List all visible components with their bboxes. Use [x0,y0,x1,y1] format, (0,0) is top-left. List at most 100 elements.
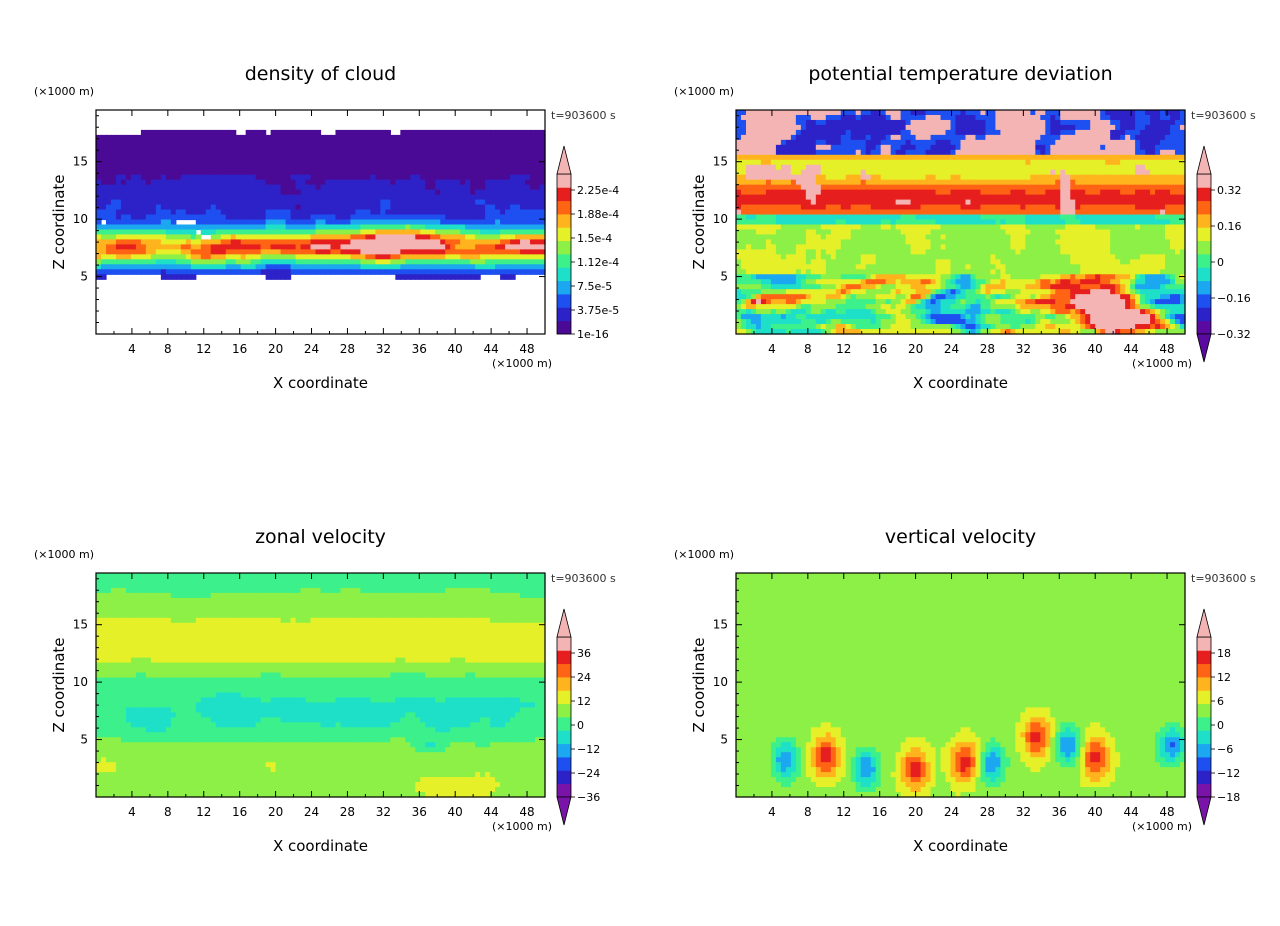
heatmap-cell [120,184,127,191]
heatmap-cell [390,144,396,151]
heatmap-cell [980,149,987,156]
heatmap-cell [450,264,456,270]
heatmap-cell [1035,174,1041,181]
heatmap-cell [285,164,292,171]
heatmap-cell [465,234,471,241]
heatmap-cell [930,229,937,236]
heatmap-cell [1170,179,1176,186]
heatmap-cell [995,229,1002,236]
heatmap-cell [430,194,436,201]
heatmap-cell [440,249,446,255]
heatmap-cell [755,134,762,141]
heatmap-cell [385,144,391,151]
heatmap-cell [460,189,466,196]
heatmap-cell [355,244,362,250]
heatmap-cell [345,254,352,260]
heatmap-cell [1165,209,1171,216]
heatmap-cell [830,204,837,211]
heatmap-cell [1070,179,1076,186]
heatmap-cell [505,169,511,176]
heatmap-cell [225,244,232,250]
heatmap-cell [415,264,421,270]
heatmap-cell [165,214,172,221]
heatmap-cell [940,204,947,211]
heatmap-cell [445,154,451,161]
x-tick-label: 28 [340,342,355,356]
heatmap-cell [1030,229,1036,236]
heatmap-cell [485,199,491,206]
heatmap-cell [155,199,162,206]
heatmap-cell [515,189,521,196]
heatmap-cell [755,204,762,211]
heatmap-cell [785,154,792,161]
heatmap-cell [195,199,202,206]
heatmap-cell [1115,110,1121,116]
heatmap-cell [860,174,867,181]
heatmap-cell [935,194,942,201]
heatmap-cell [900,169,907,176]
heatmap-cell [860,204,867,211]
heatmap-cell [960,134,967,141]
heatmap-cell [165,169,172,176]
heatmap-cell [955,229,962,236]
heatmap-cell [1025,224,1031,231]
heatmap-cell [1000,139,1006,146]
heatmap-cell [450,179,456,186]
heatmap-cell [290,204,297,211]
heatmap-cell [900,224,907,231]
heatmap-cell [520,214,526,221]
heatmap-cell [415,149,421,156]
colorbar-max-arrow [556,145,572,175]
heatmap-cell [810,224,817,231]
heatmap-cell [790,204,797,211]
heatmap-cell [495,154,501,161]
heatmap-cell [115,139,122,146]
heatmap-cell [130,209,137,216]
heatmap-cell [1125,214,1131,221]
heatmap-cell [1045,139,1051,146]
heatmap-cell [750,194,757,201]
heatmap-cell [255,224,262,231]
heatmap-cell [190,244,197,250]
heatmap-cell [540,264,546,270]
heatmap-cell [425,274,431,280]
heatmap-cell [110,194,117,201]
heatmap-cell [945,224,952,231]
heatmap-cell [165,224,172,231]
heatmap-cell [835,144,842,151]
heatmap-cell [1015,124,1021,131]
heatmap-cell [510,144,516,151]
heatmap-cell [305,154,312,161]
heatmap-cell [540,204,546,211]
heatmap-cell [785,179,792,186]
heatmap-cell [365,189,371,196]
heatmap-cell [305,254,312,260]
heatmap-cell [880,110,887,116]
heatmap-cell [195,214,202,221]
heatmap-cell [195,204,202,211]
heatmap-cell [825,174,832,181]
heatmap-cell [855,174,862,181]
heatmap-cell [440,264,446,270]
heatmap-cell [165,229,172,236]
heatmap-cell [905,199,912,206]
heatmap-cell [1115,204,1121,211]
heatmap-cell [765,229,772,236]
heatmap-cell [1035,154,1041,161]
heatmap-cell [1020,199,1026,206]
heatmap-cell [535,259,541,265]
heatmap-cell [300,204,307,211]
heatmap-cell [1040,209,1046,216]
heatmap-cell [810,169,817,176]
heatmap-cell [490,169,496,176]
heatmap-cell [335,184,342,191]
heatmap-cell [1075,199,1081,206]
heatmap-cell [1120,219,1126,226]
heatmap-cell [1005,189,1011,196]
heatmap-cell [300,134,307,141]
heatmap-cell [925,134,932,141]
heatmap-cell [185,229,192,236]
heatmap-cell [225,229,232,236]
heatmap-cell [925,194,932,201]
heatmap-cell [775,204,782,211]
